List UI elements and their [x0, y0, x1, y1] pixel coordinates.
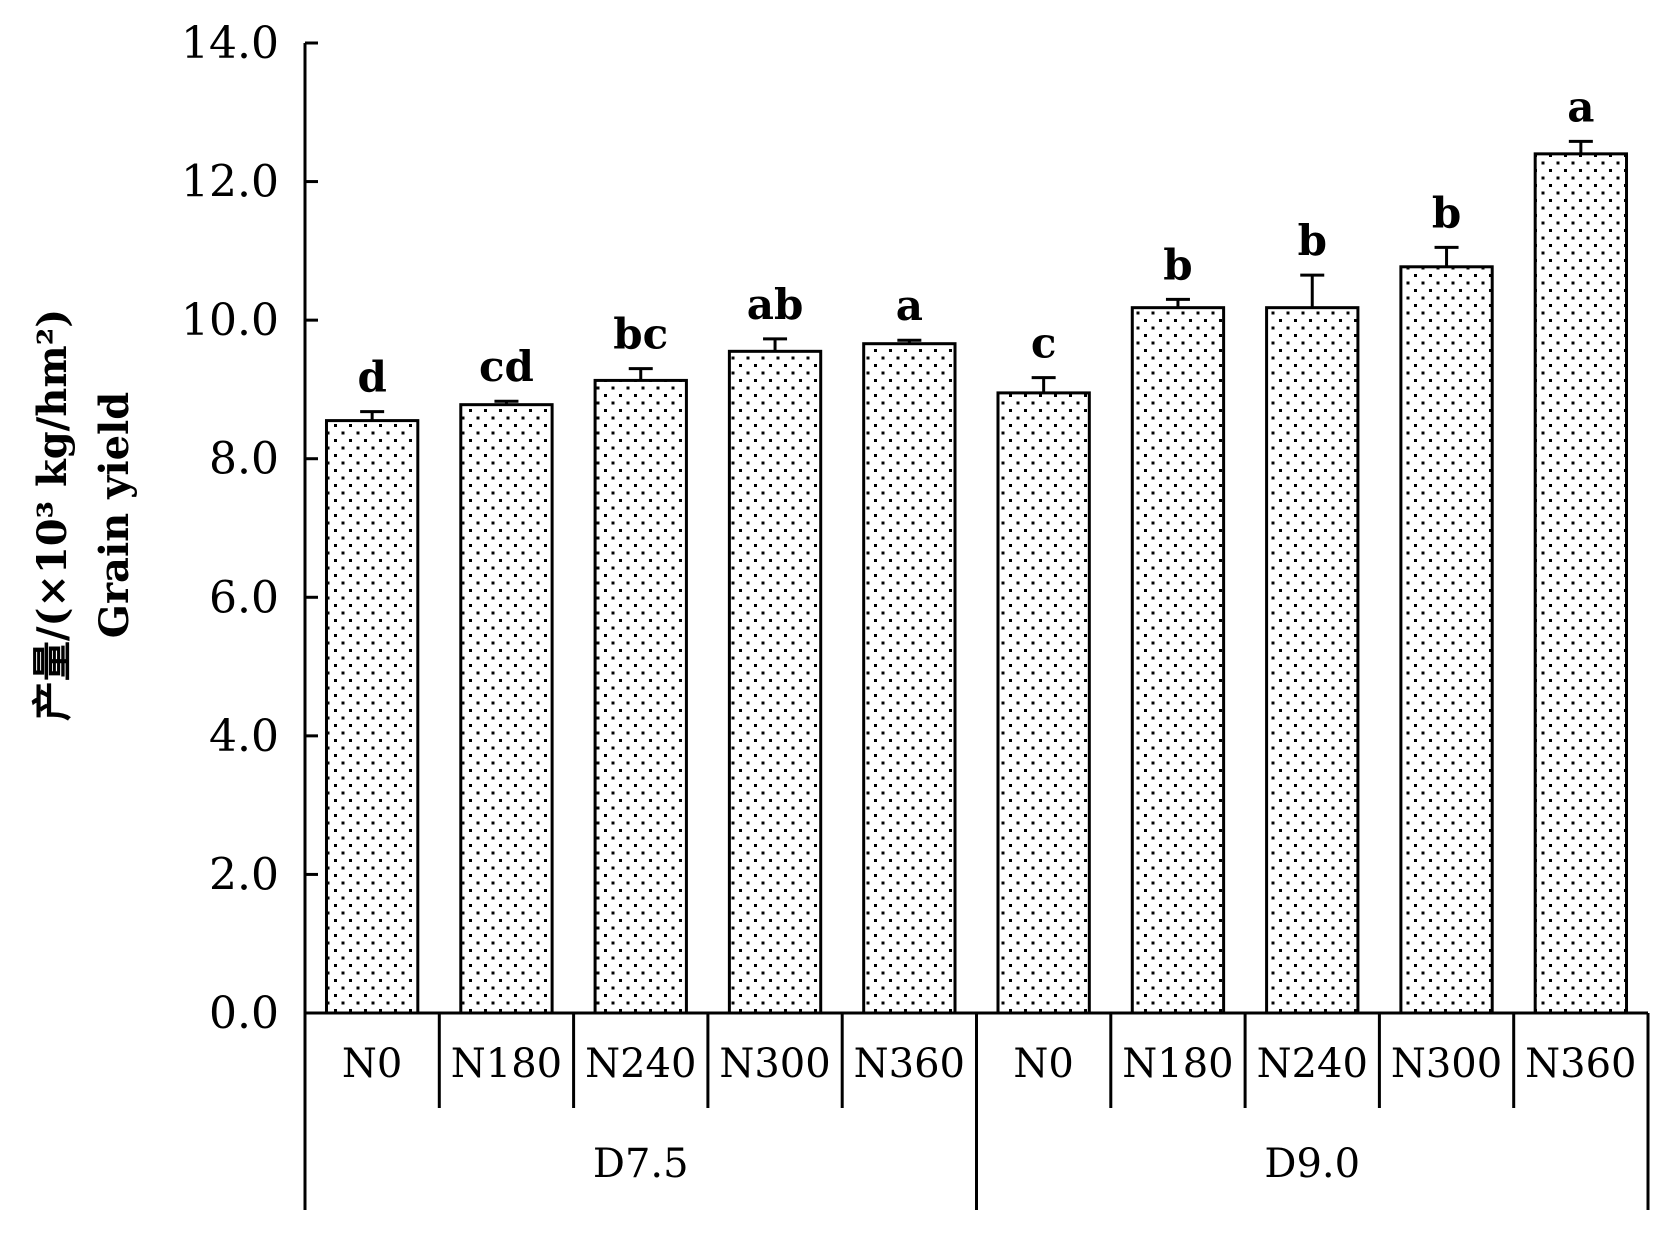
significance-label: cd [479, 342, 534, 391]
significance-label: c [1031, 319, 1057, 368]
y-tick-label: 4.0 [209, 711, 279, 762]
bar [593, 378, 688, 1015]
category-label: N240 [1257, 1041, 1368, 1087]
bar [1265, 306, 1360, 1015]
y-tick-label: 0.0 [209, 988, 279, 1039]
y-axis-label: 产量/(×10³ kg/hm²) Grain yield [29, 309, 138, 721]
y-axis-label-line-1: 产量/(×10³ kg/hm²) [29, 309, 76, 721]
labels: 0.02.04.06.08.010.012.014.0dN0cdN180bcN2… [181, 18, 1636, 1187]
bar [996, 391, 1091, 1015]
y-tick-label: 10.0 [181, 295, 279, 346]
y-tick-label: 12.0 [181, 157, 279, 208]
group-label: D9.0 [1264, 1141, 1360, 1187]
category-label: N360 [1525, 1041, 1636, 1087]
category-label: N180 [1122, 1041, 1233, 1087]
y-tick-label: 8.0 [209, 434, 279, 485]
bar [1130, 306, 1226, 1015]
group-label: D7.5 [593, 1141, 689, 1187]
category-label: N240 [585, 1041, 696, 1087]
y-tick-label: 6.0 [209, 572, 279, 623]
bar [862, 342, 957, 1015]
category-label: N180 [451, 1041, 562, 1087]
significance-label: ab [747, 280, 804, 329]
category-label: N300 [1391, 1041, 1502, 1087]
significance-label: bc [613, 310, 668, 359]
significance-label: a [896, 281, 923, 330]
category-label: N300 [719, 1041, 830, 1087]
significance-label: b [1298, 216, 1327, 265]
y-tick-label: 2.0 [209, 849, 279, 900]
bar [1399, 265, 1494, 1015]
category-label: N0 [342, 1041, 402, 1087]
category-label: N0 [1013, 1041, 1073, 1087]
y-tick-label: 14.0 [181, 18, 279, 69]
significance-label: d [357, 353, 386, 402]
y-axis-label-line-2: Grain yield [91, 392, 138, 638]
significance-label: b [1432, 188, 1461, 237]
bar [1533, 152, 1629, 1015]
bars [324, 139, 1629, 1015]
bar [727, 349, 823, 1015]
significance-label: a [1567, 82, 1594, 131]
category-label: N360 [854, 1041, 965, 1087]
bar [459, 403, 554, 1015]
bar [324, 419, 420, 1015]
significance-label: b [1163, 240, 1192, 289]
